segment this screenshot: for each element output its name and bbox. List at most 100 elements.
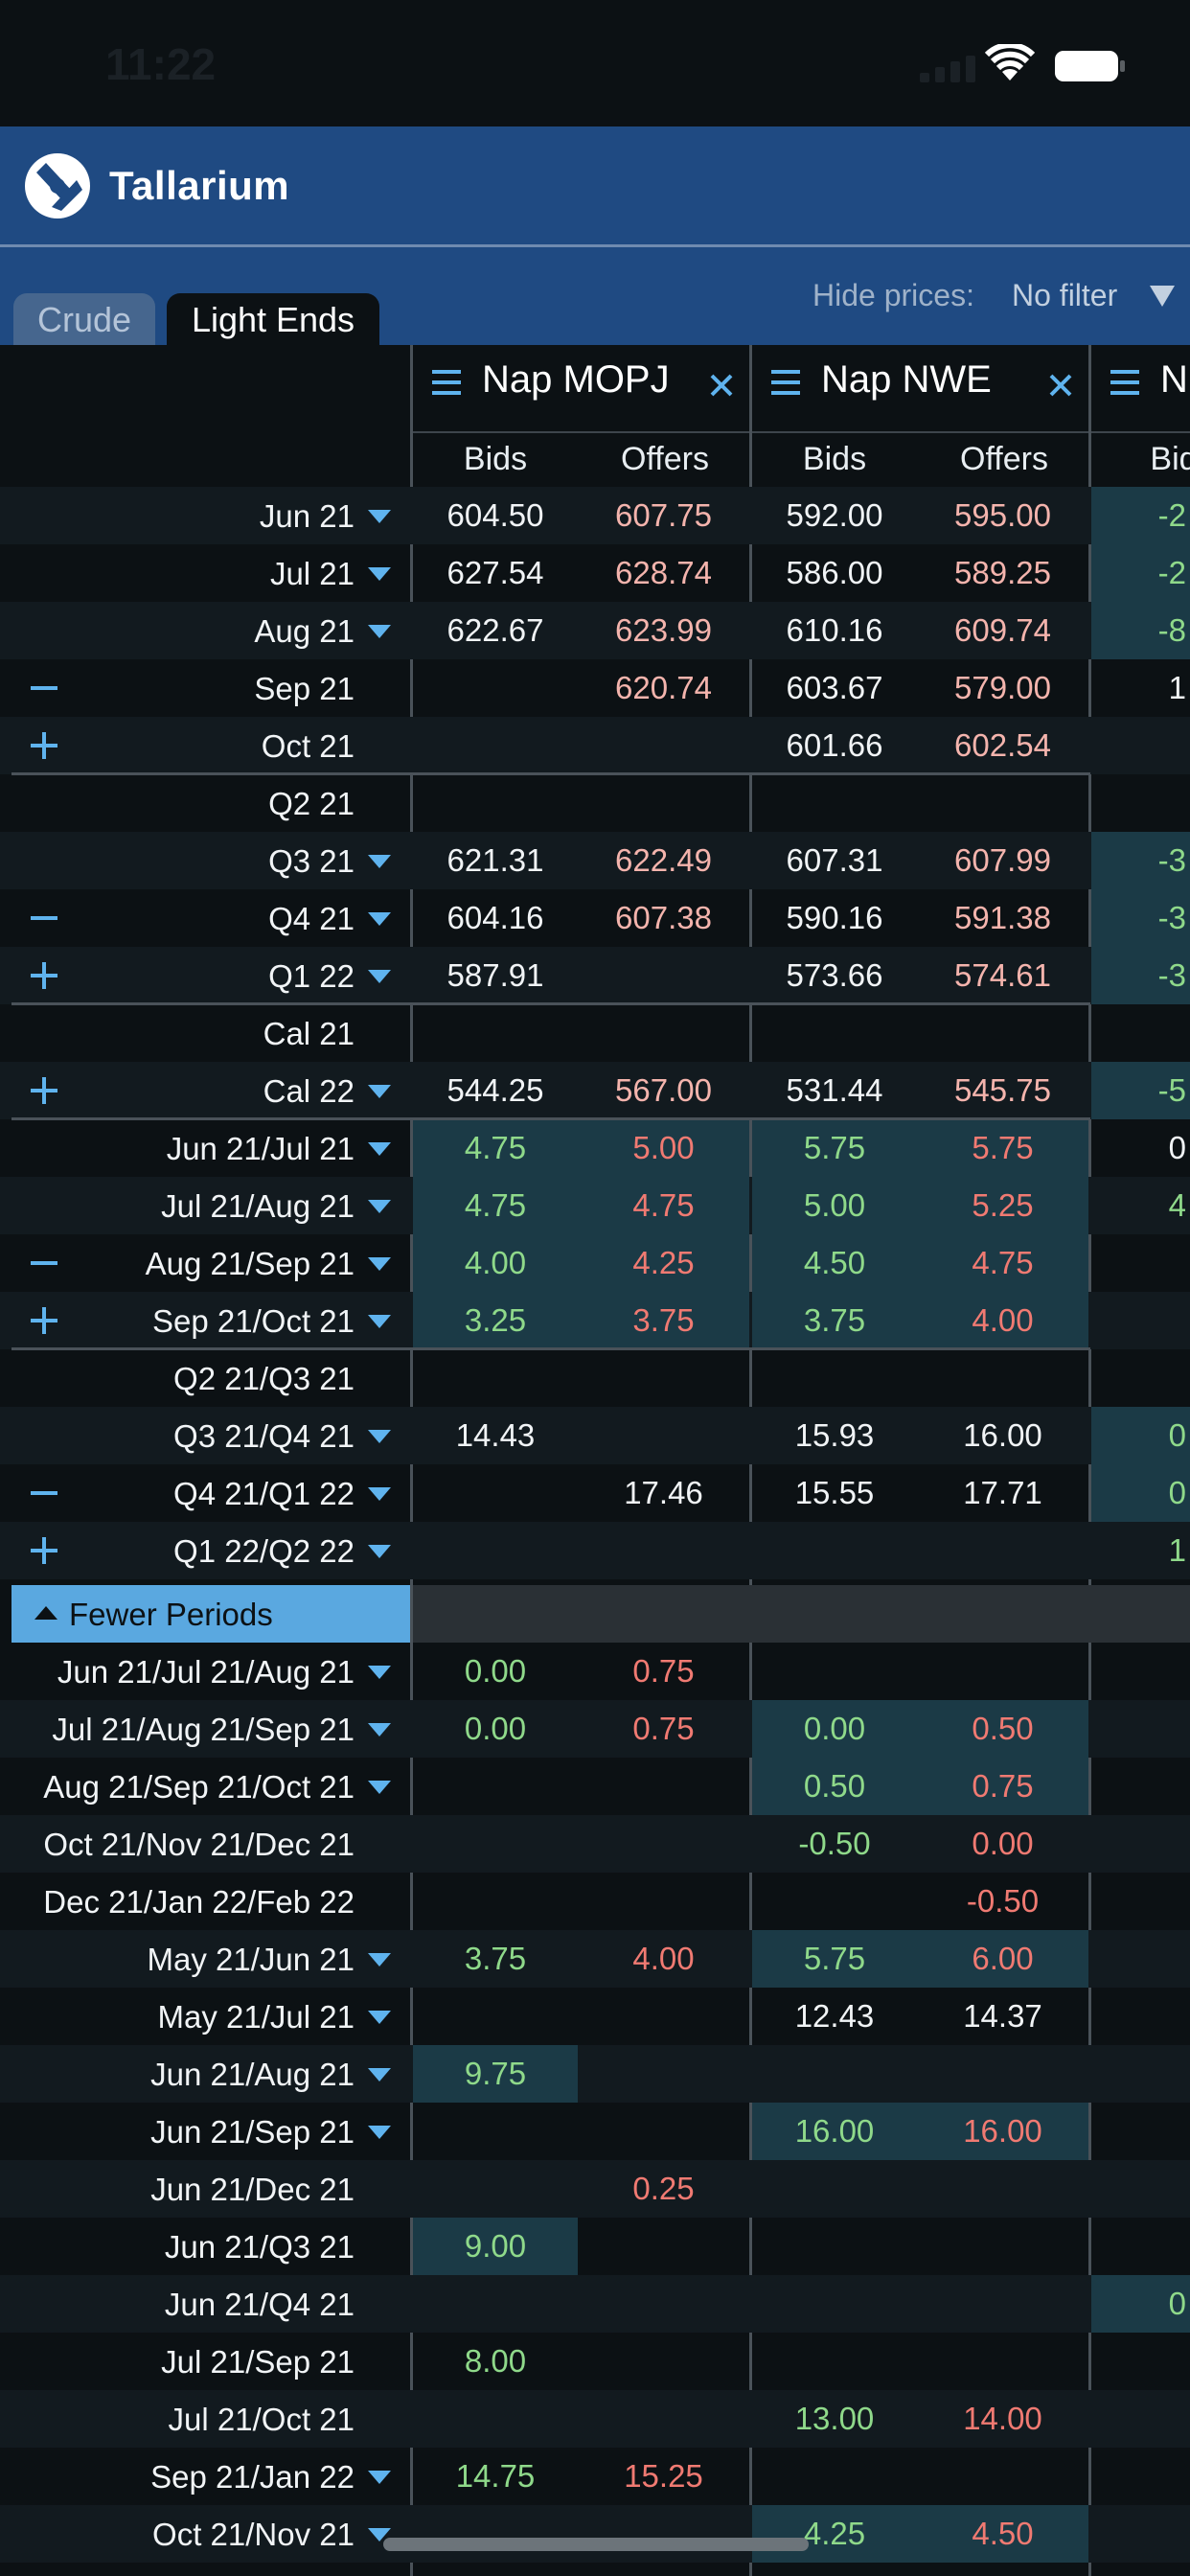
- offer-price[interactable]: [578, 1522, 749, 1579]
- bid-price[interactable]: [752, 2448, 917, 2505]
- period-label-cell[interactable]: Jun 21/Dec 21: [11, 2160, 410, 2218]
- minus-icon[interactable]: [31, 916, 57, 920]
- chevron-down-icon[interactable]: [368, 912, 391, 926]
- offer-price[interactable]: 4.75: [578, 1177, 749, 1234]
- chevron-down-icon[interactable]: [368, 1953, 391, 1966]
- offer-price[interactable]: 4.00: [632, 1941, 695, 1976]
- period-label-cell[interactable]: Sep 21/Oct 21: [11, 1292, 410, 1349]
- offer-price[interactable]: 3.75: [578, 1292, 749, 1349]
- table-row[interactable]: Q3 21/Q4 21 14.43 15.93 16.00 0: [0, 1407, 1190, 1464]
- table-row[interactable]: Oct 21/Nov 21 4.25 4.50: [0, 2505, 1190, 2563]
- bid-price[interactable]: [752, 2045, 917, 2103]
- close-icon[interactable]: [710, 374, 733, 397]
- bid-price[interactable]: 573.66: [786, 957, 883, 993]
- offer-price[interactable]: [917, 1349, 1088, 1407]
- bid-price[interactable]: 603.67: [786, 670, 883, 705]
- offer-price[interactable]: 589.25: [954, 555, 1051, 590]
- chevron-down-icon[interactable]: [368, 1430, 391, 1443]
- chevron-down-icon[interactable]: [368, 510, 391, 523]
- table-row[interactable]: Cal 22 544.25 567.00 531.44 545.75 -5: [0, 1062, 1190, 1119]
- period-label-cell[interactable]: Q4 21/Q1 22: [11, 1464, 410, 1522]
- bid-price[interactable]: [413, 2505, 578, 2563]
- bid-price[interactable]: 0.50: [752, 1758, 917, 1815]
- table-row[interactable]: Oct 21 601.66 602.54: [0, 717, 1190, 774]
- bid-price[interactable]: [413, 1815, 578, 1873]
- period-label-cell[interactable]: Dec 21/Jan 22/Feb 22: [11, 1873, 410, 1930]
- bid-price[interactable]: 4.50: [752, 1234, 917, 1292]
- period-label-cell[interactable]: Jun 21/Q3 21: [11, 2218, 410, 2275]
- bid-price[interactable]: 604.16: [446, 900, 544, 935]
- period-label-cell[interactable]: Oct 21/Nov 21/Dec 21: [11, 1815, 410, 1873]
- offer-price[interactable]: 607.75: [615, 497, 712, 533]
- bid-price[interactable]: 5.00: [752, 1177, 917, 1234]
- bid-price[interactable]: [413, 1758, 578, 1815]
- offer-price[interactable]: [917, 2333, 1088, 2390]
- menu-icon[interactable]: [771, 370, 800, 395]
- period-label-cell[interactable]: Jul 21/Oct 21: [11, 2390, 410, 2448]
- offer-price[interactable]: [917, 1643, 1088, 1700]
- period-label-cell[interactable]: Sep 21/Jan 22: [11, 2448, 410, 2505]
- partial-price[interactable]: [1091, 2333, 1190, 2390]
- table-row[interactable]: Q1 22 587.91 573.66 574.61 -3: [0, 947, 1190, 1004]
- partial-price[interactable]: [1091, 774, 1190, 832]
- bid-price[interactable]: 12.43: [794, 1998, 875, 2034]
- period-label-cell[interactable]: Jul 21/Aug 21/Sep 21: [11, 1700, 410, 1758]
- offer-price[interactable]: [578, 947, 749, 1004]
- offer-price[interactable]: [578, 2275, 749, 2333]
- bid-price[interactable]: 8.00: [464, 2343, 527, 2379]
- chevron-down-icon[interactable]: [368, 1723, 391, 1736]
- period-label-cell[interactable]: May 21/Jul 21: [11, 1988, 410, 2045]
- table-row[interactable]: Jun 21/Dec 21 0.25: [0, 2160, 1190, 2218]
- bid-price[interactable]: 610.16: [786, 612, 883, 648]
- offer-price[interactable]: 579.00: [954, 670, 1051, 705]
- bid-price[interactable]: 544.25: [446, 1072, 544, 1108]
- chevron-down-icon[interactable]: [368, 567, 391, 581]
- partial-price[interactable]: -3: [1091, 832, 1190, 889]
- chevron-down-icon[interactable]: [368, 1487, 391, 1501]
- plus-icon[interactable]: [31, 1307, 57, 1334]
- bid-price[interactable]: 15.55: [794, 1475, 875, 1510]
- bid-price[interactable]: 14.75: [455, 2458, 536, 2494]
- partial-price[interactable]: 0: [1168, 1130, 1186, 1165]
- chevron-down-icon[interactable]: [368, 2068, 391, 2082]
- bid-price[interactable]: [752, 1643, 917, 1700]
- offer-price[interactable]: [578, 2390, 749, 2448]
- bid-price[interactable]: 15.93: [794, 1417, 875, 1453]
- offer-price[interactable]: 0.50: [917, 1700, 1088, 1758]
- partial-price[interactable]: [1091, 2448, 1190, 2505]
- offer-price[interactable]: [578, 717, 749, 774]
- partial-price[interactable]: [1091, 717, 1190, 774]
- period-label-cell[interactable]: Jun 21/Q4 21: [11, 2275, 410, 2333]
- chevron-down-icon[interactable]: [368, 1315, 391, 1328]
- table-row[interactable]: Jul 21/Aug 21 4.75 4.75 5.00 5.25 4: [0, 1177, 1190, 1234]
- bid-price[interactable]: 3.75: [464, 1941, 527, 1976]
- table-row[interactable]: Jun 21 604.50 607.75 592.00 595.00 -2: [0, 487, 1190, 544]
- offer-price[interactable]: 620.74: [615, 670, 712, 705]
- partial-price[interactable]: -5: [1091, 1062, 1190, 1119]
- partial-price[interactable]: 1: [1168, 1532, 1186, 1568]
- column-header-partial[interactable]: N: [1091, 345, 1190, 431]
- offer-price[interactable]: 607.99: [954, 842, 1051, 878]
- plus-icon[interactable]: [31, 732, 57, 759]
- plus-icon[interactable]: [31, 1537, 57, 1564]
- period-label-cell[interactable]: Aug 21/Sep 21: [11, 1234, 410, 1292]
- table-row[interactable]: May 21/Jun 21 3.75 4.00 5.75 6.00: [0, 1930, 1190, 1988]
- offer-price[interactable]: [917, 2448, 1088, 2505]
- chevron-down-icon[interactable]: [368, 1085, 391, 1098]
- bid-price[interactable]: [752, 2333, 917, 2390]
- partial-price[interactable]: [1091, 2218, 1190, 2275]
- bid-price[interactable]: [752, 1004, 917, 1062]
- offer-price[interactable]: 591.38: [954, 900, 1051, 935]
- table-row[interactable]: Jun 21/Q4 21 0: [0, 2275, 1190, 2333]
- partial-price[interactable]: -3: [1091, 947, 1190, 1004]
- bid-price[interactable]: 16.00: [752, 2103, 917, 2160]
- bid-price[interactable]: [413, 2275, 578, 2333]
- bid-price[interactable]: -0.50: [798, 1826, 871, 1861]
- period-label-cell[interactable]: Jul 21: [11, 544, 410, 602]
- period-label-cell[interactable]: Jun 21/Jul 21/Aug 21: [11, 1643, 410, 1700]
- partial-price[interactable]: [1091, 2160, 1190, 2218]
- offer-price[interactable]: 16.00: [917, 2103, 1088, 2160]
- offer-price[interactable]: [917, 1522, 1088, 1579]
- chevron-down-icon[interactable]: [1150, 286, 1175, 307]
- offer-price[interactable]: 602.54: [954, 727, 1051, 763]
